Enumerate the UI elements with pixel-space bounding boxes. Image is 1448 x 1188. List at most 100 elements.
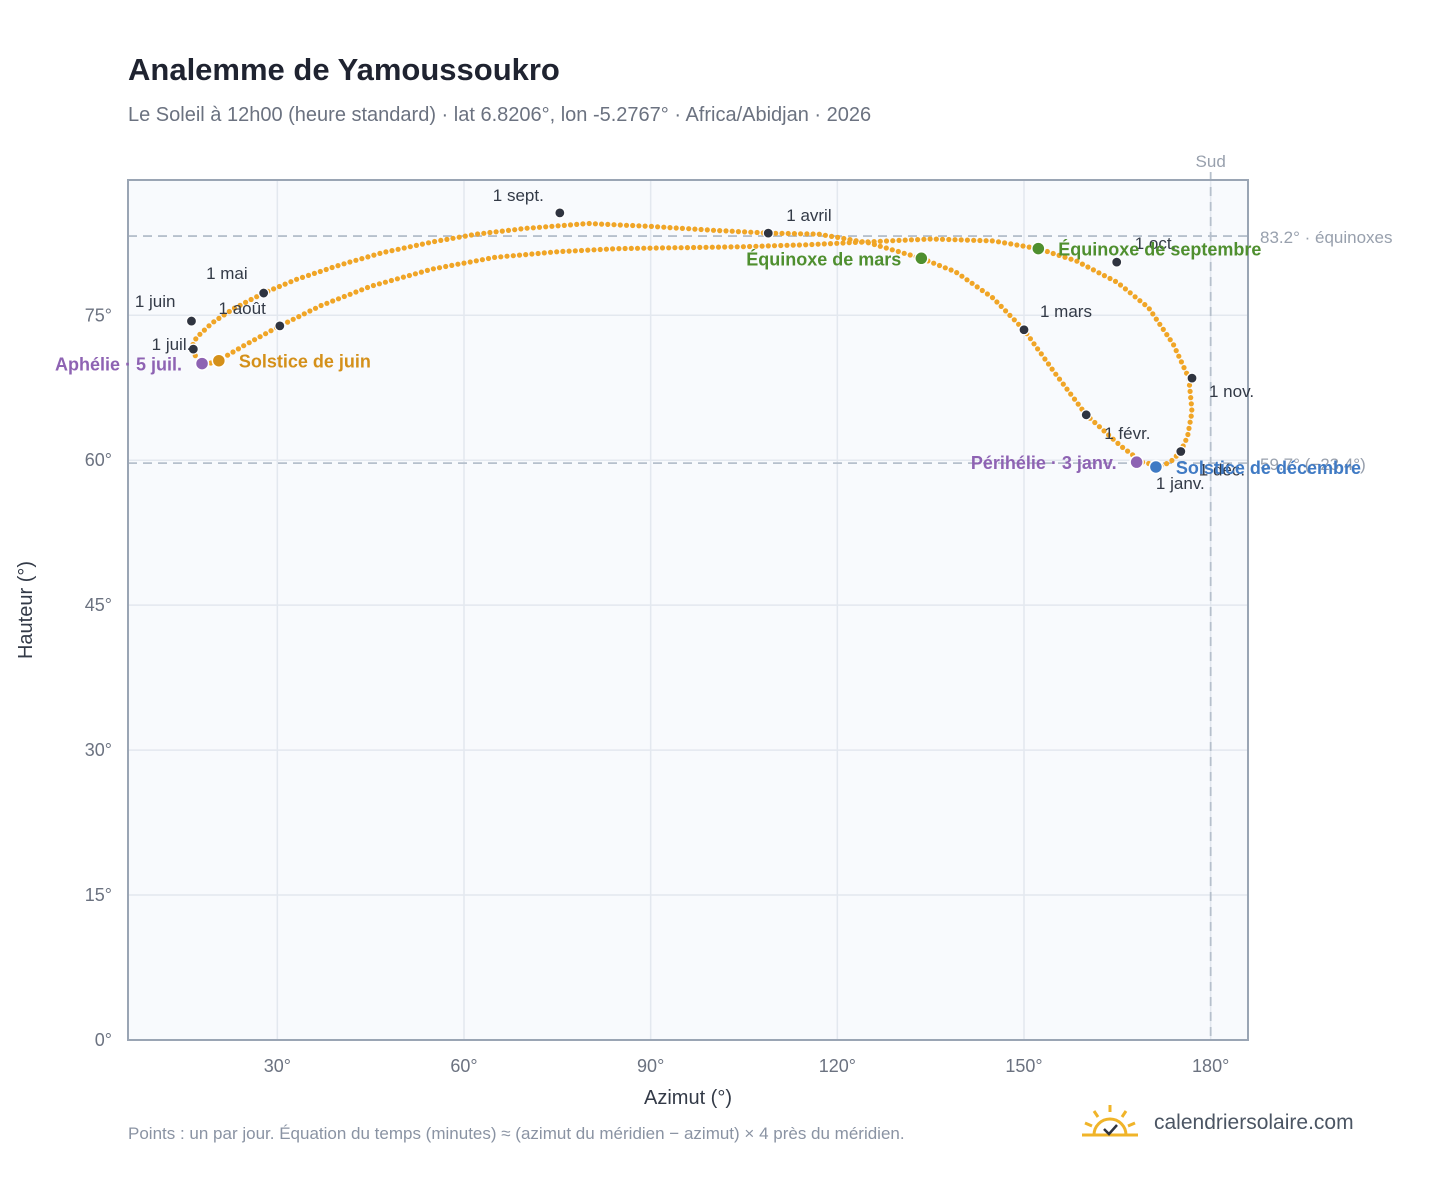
- day-point: [971, 237, 977, 243]
- day-point: [653, 245, 659, 251]
- day-point: [450, 235, 456, 241]
- day-point: [560, 248, 566, 254]
- day-point: [723, 228, 729, 234]
- month-label: 1 nov.: [1209, 382, 1254, 401]
- plot-background: [128, 180, 1248, 1040]
- day-point: [201, 327, 207, 333]
- day-point: [809, 241, 815, 248]
- day-point: [288, 279, 294, 285]
- day-point: [535, 250, 541, 257]
- event-label: Solstice de juin: [239, 352, 371, 372]
- day-point: [221, 312, 227, 318]
- day-point: [341, 293, 347, 300]
- day-point: [1064, 386, 1070, 392]
- day-point: [1187, 388, 1193, 394]
- day-point: [722, 244, 728, 250]
- day-point: [753, 243, 759, 249]
- day-point: [498, 254, 504, 260]
- day-point: [1031, 341, 1037, 347]
- day-point: [622, 245, 628, 252]
- day-point: [1150, 311, 1156, 317]
- event-label: Aphélie · 5 juil.: [55, 355, 182, 375]
- day-point: [394, 276, 400, 282]
- event-markers: Équinoxe de mars Équinoxe de septembre Sol…: [55, 239, 1361, 478]
- y-tick-label: 0°: [95, 1030, 112, 1050]
- day-point: [785, 230, 791, 237]
- day-point: [294, 276, 300, 282]
- day-point: [871, 239, 877, 245]
- day-point: [370, 282, 376, 289]
- day-point: [771, 243, 778, 249]
- day-point: [296, 314, 302, 320]
- day-point: [603, 246, 610, 252]
- day-point: [865, 239, 871, 245]
- day-point: [1035, 346, 1041, 352]
- day-point: [231, 305, 238, 311]
- day-point: [438, 237, 444, 243]
- day-point: [1056, 376, 1063, 382]
- day-point: [1171, 342, 1177, 348]
- day-point: [479, 257, 485, 263]
- day-point: [661, 224, 667, 230]
- day-point: [907, 252, 913, 258]
- day-point: [1101, 428, 1107, 434]
- month-label: 1 oct.: [1135, 234, 1177, 253]
- day-point: [530, 225, 536, 231]
- day-point: [1189, 407, 1195, 413]
- day-point: [1007, 312, 1013, 318]
- day-point: [902, 237, 908, 243]
- day-point: [648, 223, 655, 229]
- day-point: [572, 248, 578, 254]
- day-point: [347, 259, 353, 265]
- day-point: [605, 221, 611, 227]
- month-marker: [187, 343, 199, 355]
- brand[interactable]: calendriersolaire.com: [1082, 1100, 1354, 1146]
- day-point: [312, 305, 319, 311]
- day-point: [541, 250, 547, 256]
- day-point: [759, 243, 765, 249]
- day-point: [1142, 302, 1148, 308]
- page-title: Analemme de Yamoussoukro: [128, 52, 560, 87]
- month-label: 1 avril: [786, 206, 831, 225]
- day-point: [692, 226, 698, 232]
- day-point: [827, 241, 834, 247]
- y-tick-label: 30°: [85, 740, 112, 760]
- day-point: [586, 220, 592, 227]
- reference-label: 59.7° (−23.4°): [1260, 455, 1366, 474]
- day-point: [561, 222, 567, 228]
- day-point: [641, 245, 647, 251]
- brand-name: calendriersolaire.com: [1154, 1111, 1354, 1134]
- day-point: [1106, 432, 1112, 438]
- day-point: [821, 241, 827, 247]
- day-point: [510, 253, 516, 259]
- day-point: [1101, 273, 1107, 279]
- day-point: [237, 302, 243, 308]
- day-point: [1186, 382, 1193, 388]
- day-point: [305, 272, 312, 278]
- day-point: [323, 266, 329, 273]
- day-point: [1020, 243, 1026, 249]
- axis-ticks: 30° 60° 90° 120° 150° 180° 0° 15° 30° 45° 60° 75°: [85, 305, 1230, 1076]
- day-point: [748, 229, 754, 235]
- day-point: [335, 296, 342, 302]
- day-point: [1049, 366, 1055, 372]
- y-axis-title: Hauteur (°): [15, 561, 37, 659]
- month-marker: [258, 287, 270, 299]
- day-point: [475, 231, 481, 237]
- day-point: [1125, 448, 1131, 454]
- day-point: [425, 240, 432, 246]
- day-point: [1178, 359, 1184, 365]
- day-point: [235, 346, 241, 352]
- day-point: [1060, 381, 1066, 387]
- day-point: [1071, 396, 1078, 402]
- day-point: [747, 243, 753, 250]
- day-point: [1187, 419, 1193, 425]
- day-point: [642, 223, 648, 229]
- x-tick-label: 90°: [637, 1056, 664, 1076]
- day-point: [703, 244, 709, 250]
- day-point: [840, 240, 846, 246]
- day-point: [487, 229, 493, 236]
- y-tick-label: 45°: [85, 595, 112, 615]
- day-point: [376, 281, 382, 287]
- day-point: [834, 240, 840, 246]
